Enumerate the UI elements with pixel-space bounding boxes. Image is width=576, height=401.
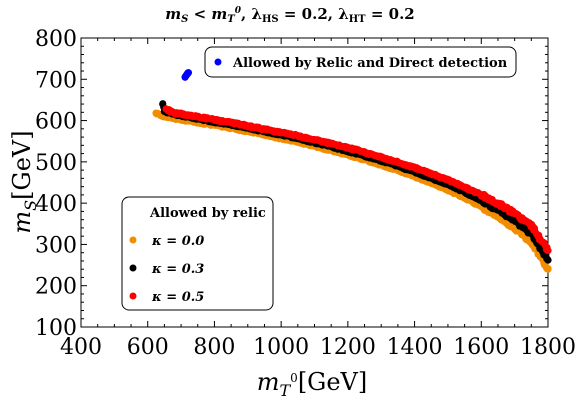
data-point xyxy=(210,116,219,124)
legend-dd-label: Allowed by Relic and Direct detection xyxy=(232,56,508,71)
legend-dd-marker xyxy=(214,58,222,66)
series-2 xyxy=(162,105,552,255)
legend-dd-box xyxy=(204,46,517,78)
legend-relic: Allowed by relic κ = 0.0 κ = 0.3 κ = 0.5 xyxy=(121,196,274,311)
legend-marker-kappa-0-3 xyxy=(129,264,137,272)
data-point xyxy=(444,176,452,184)
data-point xyxy=(494,199,502,208)
x-tick-label: 600 xyxy=(127,335,169,360)
data-point xyxy=(184,69,193,77)
data-point xyxy=(194,113,202,121)
x-tick-label: 400 xyxy=(60,335,102,360)
y-tick-label: 100 xyxy=(35,316,77,341)
y-tick-label: 700 xyxy=(35,68,77,93)
axis-tick-labels: 400 600 800 1000 1200 1400 1600 1800 100 200 300 40… xyxy=(35,27,576,360)
chart-title: mS < mT0, λHS = 0.2, λHT = 0.2 xyxy=(165,5,414,25)
data-point xyxy=(227,119,235,127)
data-point xyxy=(377,153,385,161)
axis-ticks xyxy=(80,37,549,328)
data-point xyxy=(152,109,160,117)
scatter-points xyxy=(152,69,552,273)
data-point xyxy=(461,183,469,191)
x-tick-label: 1200 xyxy=(320,335,376,360)
y-axis-label: mS[GeV] xyxy=(8,130,40,233)
data-point xyxy=(394,158,402,166)
y-tick-label: 400 xyxy=(35,192,77,217)
legend-relic-title: Allowed by relic xyxy=(149,206,266,221)
legend-marker-kappa-0-5 xyxy=(129,292,137,300)
x-tick-label: 1600 xyxy=(453,335,509,360)
legend-label-kappa-0-5: κ = 0.5 xyxy=(151,290,204,305)
data-point xyxy=(511,209,519,218)
data-point xyxy=(410,164,419,172)
x-tick-label: 1000 xyxy=(253,335,309,360)
data-point xyxy=(310,135,319,144)
data-point xyxy=(327,140,335,148)
data-point xyxy=(177,110,185,118)
data-point xyxy=(294,132,302,140)
data-point xyxy=(260,125,269,133)
y-tick-label: 300 xyxy=(35,233,77,258)
legend-marker-kappa-0-0 xyxy=(129,236,137,244)
data-point xyxy=(360,148,369,156)
legend-relic-box xyxy=(121,196,274,311)
data-point xyxy=(477,191,485,199)
x-tick-label: 800 xyxy=(193,335,235,360)
y-tick-label: 800 xyxy=(35,27,77,52)
legend-direct-detection: Allowed by Relic and Direct detection xyxy=(204,46,517,78)
data-point xyxy=(544,256,552,264)
data-point xyxy=(544,265,552,273)
data-point xyxy=(277,128,285,137)
data-point xyxy=(170,109,178,117)
x-tick-label: 1800 xyxy=(520,335,576,360)
legend-label-kappa-0-0: κ = 0.0 xyxy=(151,234,204,249)
y-tick-label: 500 xyxy=(35,151,77,176)
x-axis-label: mT0[GeV] xyxy=(257,368,368,400)
data-point xyxy=(162,105,170,113)
x-tick-label: 1400 xyxy=(387,335,443,360)
data-point xyxy=(344,144,352,152)
legend-label-kappa-0-3: κ = 0.3 xyxy=(151,262,204,277)
series-3 xyxy=(181,69,193,81)
y-tick-label: 200 xyxy=(35,275,77,300)
data-point xyxy=(427,169,435,178)
y-tick-label: 600 xyxy=(35,110,77,135)
data-point xyxy=(527,221,535,230)
data-point xyxy=(244,122,252,130)
data-point xyxy=(544,247,552,255)
